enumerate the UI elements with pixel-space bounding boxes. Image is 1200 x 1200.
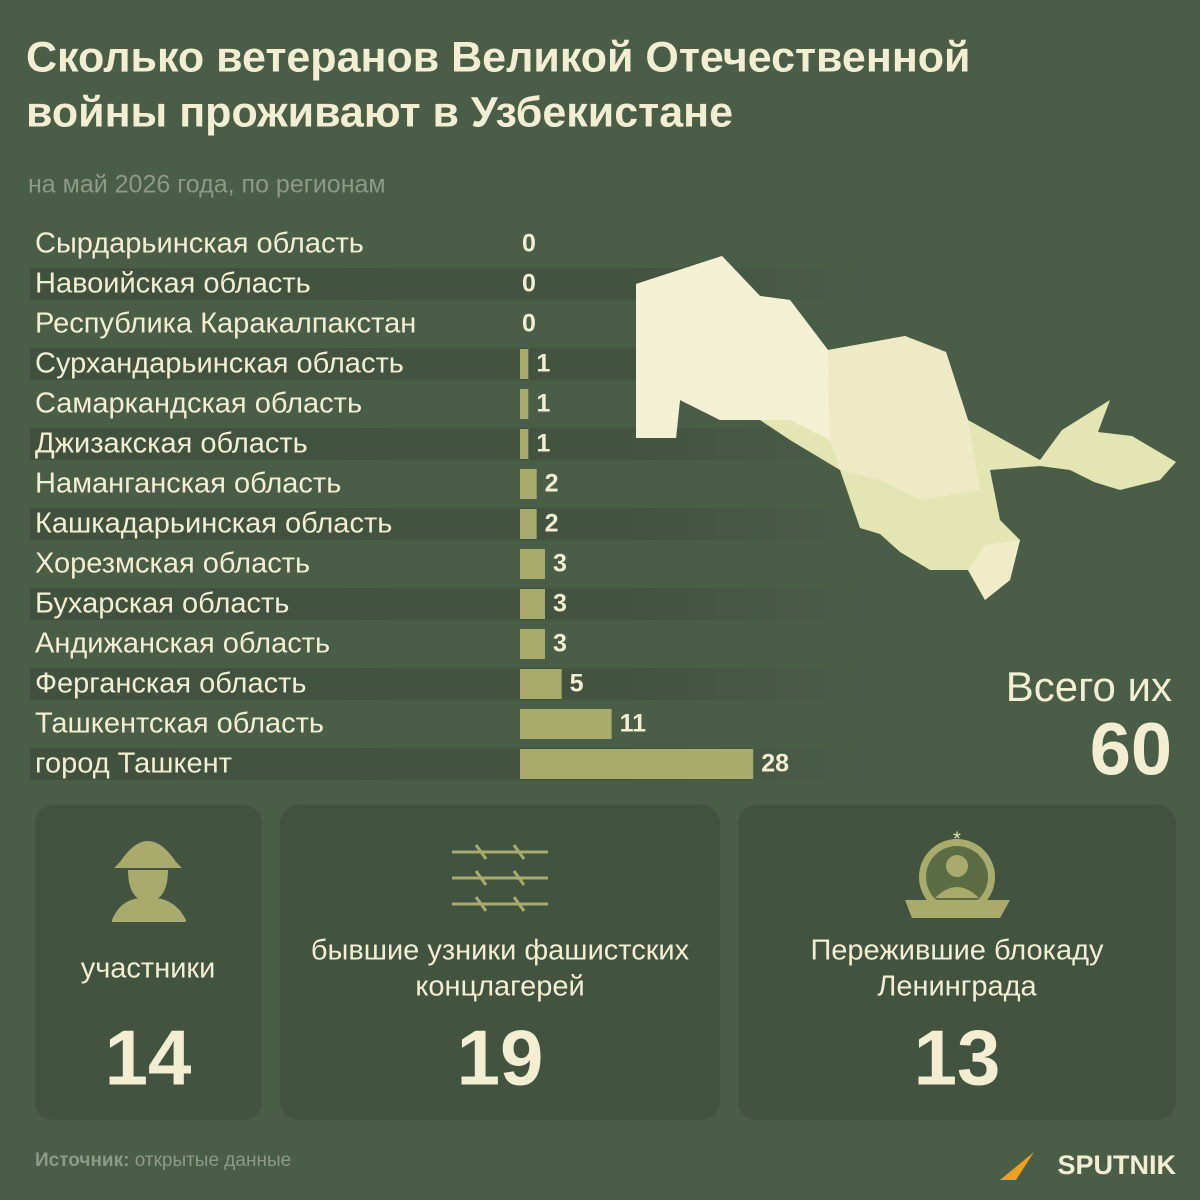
map-region [828,336,980,500]
card-label: участники [81,953,216,985]
category-label: город Ташкент [35,748,232,780]
category-label: Сырдарьинская область [35,228,364,260]
category-label: Республика Каракалпакстан [35,308,416,340]
value-label: 5 [570,670,584,698]
card-value: 13 [914,1014,1001,1102]
card [280,805,720,1120]
card-value: 19 [457,1014,544,1102]
bar [520,709,612,739]
blockade-icon: * [905,828,1010,918]
value-label: 3 [553,550,567,578]
bar [520,469,537,499]
value-label: 2 [545,470,559,498]
row-band [30,668,870,700]
value-label: 3 [553,630,567,658]
card-label: Пережившие блокаду [810,935,1104,967]
brand-logo [1000,1152,1034,1180]
category-label: Андижанская область [35,628,330,660]
value-label: 3 [553,590,567,618]
value-label: 1 [536,390,550,418]
bar-chart: Сырдарьинская область 0 Навоийская область… [35,228,789,780]
value-label: 0 [522,270,536,298]
value-label: 2 [545,510,559,538]
card-texts: участники 14 бывшие узники фашистских концл… [81,935,1104,1102]
bar [520,349,529,379]
brand: SPUTNIK [1057,1150,1176,1180]
card-label: концлагерей [415,971,584,1003]
source: Источник: открытые данные [35,1150,291,1171]
total-value: 60 [1090,708,1172,791]
bar [520,629,545,659]
total-label: Всего их [1006,663,1172,710]
value-label: 0 [522,310,536,338]
subtitle: на май 2026 года, по регионам [28,171,386,199]
row-band [30,428,870,460]
source-label: Источник: [35,1150,129,1171]
category-label: Самаркандская область [35,388,362,420]
soldier-icon [112,841,186,922]
card-label: Ленинграда [877,971,1037,1003]
card [738,805,1176,1120]
bar [520,669,562,699]
category-label: Кашкадарьинская область [35,508,392,540]
bar [520,389,529,419]
category-label: Наманганская область [35,468,341,500]
row-band [30,588,870,620]
card-value: 14 [105,1014,192,1102]
map-region [968,540,1020,600]
bar [520,429,529,459]
category-label: Сурхандарьинская область [35,348,404,380]
category-label: Навоийская область [35,268,311,300]
category-label: Бухарская область [35,588,289,620]
value-label: 0 [522,230,536,258]
svg-text:*: * [953,828,961,850]
category-label: Ферганская область [35,668,306,700]
bar [520,509,537,539]
cards: * [35,805,1176,1120]
row-band [30,508,870,540]
value-label: 1 [536,430,550,458]
map-region [636,256,830,440]
value-label: 1 [536,350,550,378]
value-label: 28 [761,750,789,778]
title-line: войны проживают в Узбекистане [26,88,733,136]
category-label: Хорезмская область [35,548,310,580]
bar [520,549,545,579]
card [35,805,262,1120]
source-text: открытые данные [135,1150,291,1171]
category-label: Ташкентская область [35,708,324,740]
value-label: 11 [620,710,647,738]
card-label: бывшие узники фашистских [311,935,690,967]
category-label: Джизакская область [35,428,308,460]
barbed-wire-icon [452,844,548,912]
map [636,256,1176,600]
title-line: Сколько ветеранов Великой Отечественной [26,33,971,81]
bar [520,589,545,619]
bar [520,749,754,779]
